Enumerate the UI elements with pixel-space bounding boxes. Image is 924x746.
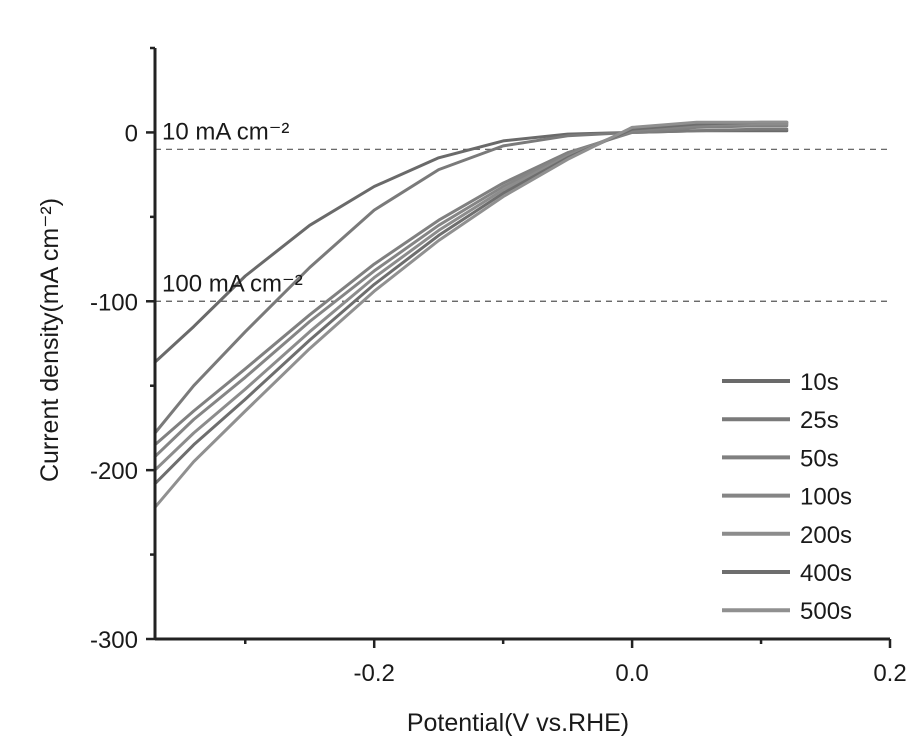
x-tick-label-2: 0.0 [615,660,648,687]
reference-label-0: 10 mA cm⁻² [162,118,289,145]
series-line-25s [153,127,789,435]
y-axis-label: Current density(mA cm⁻²) [36,198,64,482]
series-line-500s [153,120,789,509]
x-tick-label-1: -0.2 [354,660,395,687]
series-group [153,120,789,509]
y-tick-label-1: -100 [90,289,138,316]
y-tick-label-0: 0 [125,120,138,147]
legend-label-400s: 400s [800,560,852,587]
legend-label-10s: 10s [800,369,839,396]
series-line-50s [153,124,789,447]
y-tick-label-2: -200 [90,458,138,485]
legend-label-50s: 50s [800,445,839,472]
reference-labels: 10 mA cm⁻² 100 mA cm⁻² [162,118,303,297]
legend-label-200s: 200s [800,522,852,549]
x-axis-label: Potential(V vs.RHE) [407,709,629,737]
x-tick-label-3: 0.2 [873,660,906,687]
legend: 10s 25s 50s 100s 200s 400s 500s [722,369,852,625]
y-tick-label-3: -300 [90,627,138,654]
axes: 0 -100 -200 -300 -0.2 0.0 0.2 [90,46,907,687]
series-line-400s [153,120,789,486]
legend-label-500s: 500s [800,598,852,625]
legend-label-100s: 100s [800,484,852,511]
reference-label-1: 100 mA cm⁻² [162,270,303,297]
legend-label-25s: 25s [800,407,839,434]
